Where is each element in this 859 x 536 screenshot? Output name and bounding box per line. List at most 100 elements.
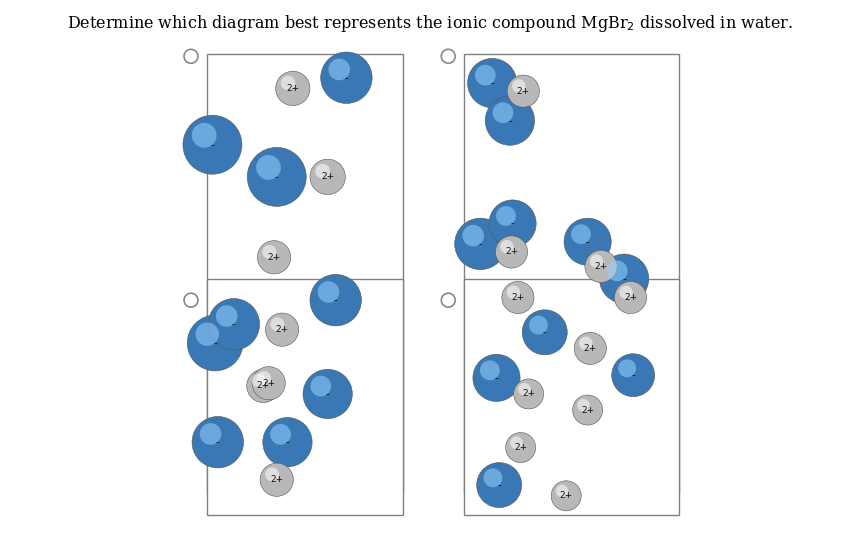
Text: 2+: 2+ <box>522 390 535 398</box>
Circle shape <box>318 281 339 303</box>
Circle shape <box>606 260 628 281</box>
Circle shape <box>506 433 536 463</box>
Circle shape <box>263 418 312 467</box>
Text: 2+: 2+ <box>584 344 597 353</box>
Circle shape <box>310 159 345 195</box>
Text: -: - <box>216 437 220 447</box>
Text: -: - <box>232 319 235 329</box>
Circle shape <box>442 293 455 307</box>
Circle shape <box>192 416 243 468</box>
Circle shape <box>502 281 534 314</box>
Text: 2+: 2+ <box>286 84 300 93</box>
Circle shape <box>328 58 350 80</box>
Circle shape <box>258 241 290 274</box>
Text: -: - <box>213 338 217 348</box>
Circle shape <box>512 79 526 93</box>
Text: -: - <box>543 327 546 337</box>
Text: 2+: 2+ <box>267 253 281 262</box>
Circle shape <box>485 96 534 145</box>
FancyBboxPatch shape <box>207 54 403 493</box>
Text: 2+: 2+ <box>257 382 270 390</box>
Circle shape <box>551 481 582 511</box>
Text: -: - <box>326 389 330 399</box>
Circle shape <box>614 281 647 314</box>
Circle shape <box>574 332 606 364</box>
Circle shape <box>480 360 500 380</box>
Text: -: - <box>275 172 278 182</box>
Text: -: - <box>490 78 494 88</box>
Circle shape <box>522 310 567 355</box>
Circle shape <box>247 369 280 403</box>
Text: -: - <box>508 116 512 125</box>
Circle shape <box>571 224 591 244</box>
Circle shape <box>600 254 649 303</box>
Text: 2+: 2+ <box>517 87 530 95</box>
Circle shape <box>489 200 536 247</box>
Circle shape <box>510 436 523 449</box>
Circle shape <box>585 250 617 282</box>
Circle shape <box>247 147 306 206</box>
Text: 2+: 2+ <box>581 406 594 414</box>
Circle shape <box>310 376 331 397</box>
Circle shape <box>467 58 517 108</box>
Circle shape <box>496 236 527 268</box>
Circle shape <box>579 337 593 350</box>
Text: -: - <box>334 295 338 305</box>
Circle shape <box>184 293 198 307</box>
Circle shape <box>619 286 633 299</box>
Text: -: - <box>622 274 626 284</box>
FancyBboxPatch shape <box>207 279 403 515</box>
Circle shape <box>529 316 548 334</box>
Circle shape <box>477 463 521 508</box>
Text: Determine which diagram best represents the ionic compound MgBr$_2$ dissolved in: Determine which diagram best represents … <box>66 13 793 34</box>
Circle shape <box>252 367 285 400</box>
Circle shape <box>208 299 259 350</box>
Circle shape <box>493 102 514 123</box>
Text: -: - <box>210 140 214 150</box>
Circle shape <box>265 467 279 481</box>
Text: 2+: 2+ <box>276 325 289 334</box>
Circle shape <box>618 359 637 377</box>
Text: -: - <box>586 237 589 247</box>
Text: 2+: 2+ <box>594 262 607 271</box>
Circle shape <box>473 354 520 401</box>
FancyBboxPatch shape <box>465 279 679 515</box>
Circle shape <box>271 317 284 331</box>
Circle shape <box>612 354 655 397</box>
Circle shape <box>573 395 603 425</box>
Circle shape <box>200 423 222 445</box>
Circle shape <box>475 65 496 86</box>
Text: -: - <box>478 239 482 249</box>
Text: 2+: 2+ <box>271 475 283 484</box>
Circle shape <box>577 399 590 412</box>
Text: -: - <box>631 370 635 380</box>
Text: -: - <box>495 373 498 383</box>
Text: -: - <box>344 73 348 83</box>
Circle shape <box>442 49 455 63</box>
Circle shape <box>462 225 484 247</box>
Circle shape <box>263 245 277 259</box>
Circle shape <box>310 274 362 326</box>
Circle shape <box>315 164 330 178</box>
Circle shape <box>303 369 352 419</box>
Circle shape <box>564 218 612 265</box>
Text: 2+: 2+ <box>321 173 334 181</box>
Circle shape <box>192 123 216 148</box>
Circle shape <box>507 286 521 299</box>
Circle shape <box>260 463 294 496</box>
Circle shape <box>281 76 295 90</box>
Circle shape <box>507 75 539 107</box>
Circle shape <box>514 379 544 409</box>
Text: 2+: 2+ <box>262 379 275 388</box>
Circle shape <box>496 206 516 226</box>
Text: 2+: 2+ <box>514 443 527 452</box>
Text: 2+: 2+ <box>511 293 525 302</box>
Circle shape <box>256 155 281 180</box>
Circle shape <box>454 218 506 270</box>
Text: -: - <box>497 480 501 490</box>
Text: -: - <box>285 437 289 447</box>
Text: -: - <box>511 219 515 228</box>
Circle shape <box>184 49 198 63</box>
Circle shape <box>216 305 237 327</box>
Circle shape <box>271 424 291 445</box>
